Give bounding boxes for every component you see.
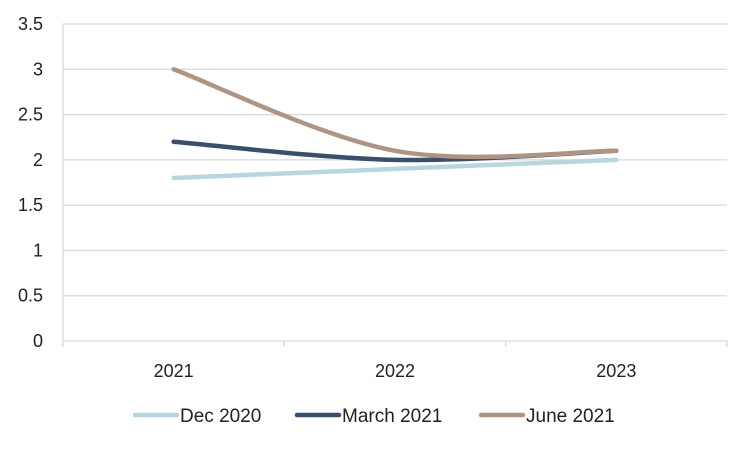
- legend-label: March 2021: [342, 406, 442, 427]
- x-tick-label: 2021: [154, 361, 194, 381]
- y-tick-label: 3.5: [18, 14, 43, 34]
- y-tick-label: 1: [33, 240, 43, 260]
- x-tick-label: 2022: [375, 361, 415, 381]
- gridlines: [62, 23, 728, 347]
- legend: Dec 2020 March 2021 June 2021: [132, 406, 615, 427]
- y-tick-label: 0.5: [18, 286, 43, 306]
- y-tick-label: 0: [33, 331, 43, 351]
- legend-label: June 2021: [526, 406, 615, 427]
- y-tick-label: 1.5: [18, 195, 43, 215]
- y-axis-ticks: 0 0.5 1 1.5 2 2.5 3 3.5: [18, 14, 43, 351]
- x-axis-ticks: 2021 2022 2023: [154, 361, 637, 381]
- legend-label: Dec 2020: [180, 406, 261, 427]
- x-tick-label: 2023: [596, 361, 636, 381]
- series-lines: [171, 67, 619, 181]
- y-tick-label: 2: [33, 150, 43, 170]
- y-tick-label: 2.5: [18, 105, 43, 125]
- y-tick-label: 3: [33, 59, 43, 79]
- series-line-june-2021: [171, 67, 619, 160]
